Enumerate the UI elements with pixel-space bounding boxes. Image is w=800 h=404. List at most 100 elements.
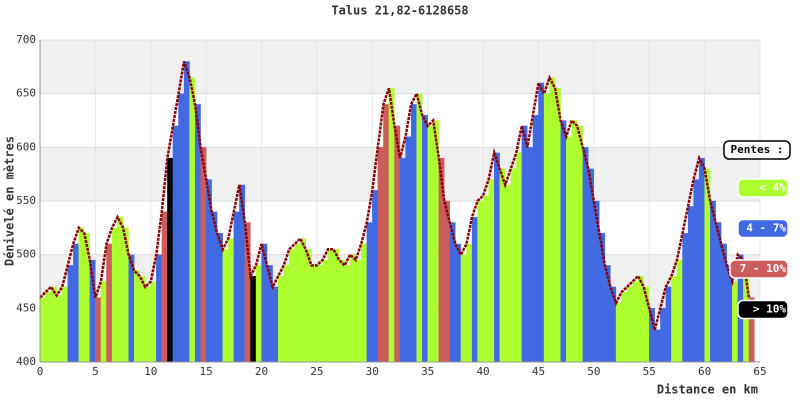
bar xyxy=(577,125,583,363)
bar xyxy=(228,238,234,363)
y-tick-label: 450 xyxy=(16,301,36,314)
bar xyxy=(56,295,63,363)
bar xyxy=(704,168,711,363)
x-tick-label: 60 xyxy=(698,365,711,378)
bar xyxy=(549,77,556,363)
chart-title: Talus 21,82-6128658 xyxy=(331,4,468,18)
bar xyxy=(566,136,572,363)
bar xyxy=(643,286,650,363)
bar xyxy=(638,275,644,363)
bar xyxy=(499,168,506,363)
bar xyxy=(122,227,129,363)
x-tick-label: 40 xyxy=(476,365,489,378)
legend-swatch xyxy=(737,178,789,198)
bar xyxy=(62,286,68,363)
bar xyxy=(372,190,378,363)
bar xyxy=(361,243,367,363)
bar xyxy=(145,286,151,363)
legend-swatch xyxy=(729,259,789,279)
bar xyxy=(422,114,428,363)
bar xyxy=(560,120,567,363)
bar xyxy=(687,206,694,363)
bar xyxy=(355,259,362,363)
bar xyxy=(671,275,678,363)
bar xyxy=(477,200,484,363)
legend-swatch xyxy=(737,299,789,320)
bar xyxy=(106,243,113,363)
bar xyxy=(416,93,423,363)
x-axis-title: Distance en km xyxy=(657,383,758,397)
grid-band xyxy=(40,40,760,94)
bar xyxy=(117,216,124,363)
x-tick-label: 15 xyxy=(200,365,213,378)
bar xyxy=(527,147,534,363)
bar xyxy=(344,265,351,363)
x-tick-label: 45 xyxy=(532,365,545,378)
bar xyxy=(571,120,578,363)
bar xyxy=(283,265,290,363)
bar xyxy=(272,286,279,363)
bar xyxy=(676,259,683,363)
bar xyxy=(615,302,622,363)
bar xyxy=(399,157,406,363)
bar xyxy=(405,136,412,363)
bar xyxy=(366,222,373,363)
legend-label: < 4% xyxy=(760,181,787,194)
bar xyxy=(67,265,74,363)
bar xyxy=(167,157,174,363)
bar xyxy=(505,184,511,363)
y-tick-label: 650 xyxy=(16,87,36,100)
bar xyxy=(350,254,356,363)
bar xyxy=(455,243,462,363)
bar xyxy=(482,195,489,363)
bar xyxy=(383,104,390,363)
bar xyxy=(89,259,96,363)
legend-title: Pentes : xyxy=(731,143,784,156)
bar xyxy=(50,286,57,363)
bar xyxy=(327,249,334,363)
bar xyxy=(78,227,85,363)
bar xyxy=(488,179,495,363)
bar xyxy=(294,243,301,363)
bar xyxy=(316,265,323,363)
y-tick-label: 700 xyxy=(16,33,36,46)
bar xyxy=(732,281,738,363)
bar xyxy=(582,147,589,363)
bar xyxy=(338,259,345,363)
bar xyxy=(289,249,295,363)
bar xyxy=(333,249,340,363)
bar xyxy=(538,82,545,363)
x-tick-label: 30 xyxy=(366,365,379,378)
bar xyxy=(172,125,179,363)
bar xyxy=(665,286,672,363)
x-tick-label: 10 xyxy=(144,365,157,378)
bar xyxy=(660,308,666,363)
bar xyxy=(710,200,716,363)
bar xyxy=(222,249,229,363)
y-tick-label: 500 xyxy=(16,248,36,261)
x-tick-label: 35 xyxy=(421,365,434,378)
bar xyxy=(311,265,318,363)
bar xyxy=(45,292,52,363)
bar xyxy=(471,216,478,363)
bar xyxy=(444,200,450,363)
bar xyxy=(139,275,146,363)
bar xyxy=(233,211,240,363)
bar xyxy=(466,243,473,363)
bar xyxy=(250,275,257,363)
bar xyxy=(255,265,262,363)
bar xyxy=(183,61,190,363)
bar xyxy=(388,88,395,363)
bar xyxy=(156,254,162,363)
bar xyxy=(39,297,46,363)
bar xyxy=(100,281,107,363)
x-tick-label: 65 xyxy=(753,365,766,378)
bar xyxy=(632,281,639,363)
bar xyxy=(682,233,689,363)
bar xyxy=(626,286,633,363)
bar xyxy=(510,168,517,363)
bar xyxy=(654,329,661,363)
bar xyxy=(189,77,196,363)
bar xyxy=(427,125,434,363)
